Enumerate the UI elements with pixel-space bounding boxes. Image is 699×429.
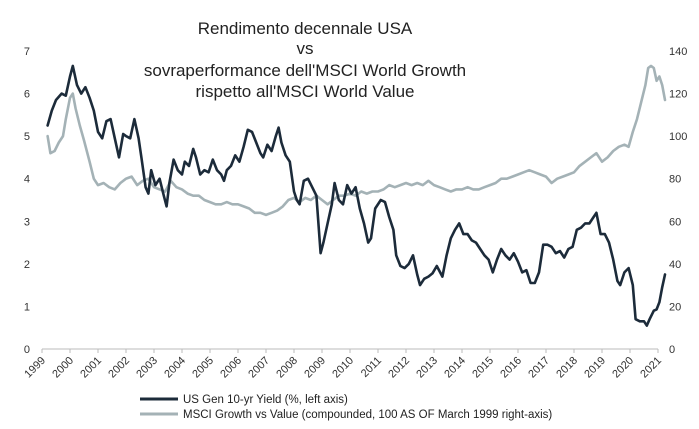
left-y-tick-label: 0 [24,344,30,356]
legend-label-us-yield: US Gen 10-yr Yield (%, left axis) [183,394,348,406]
x-tick-label: 2021 [638,355,664,381]
left-y-tick-label: 4 [24,174,30,186]
x-tick-label: 2012 [386,355,412,381]
right-y-tick-label: 40 [669,259,681,271]
x-tick-label: 2004 [162,355,188,381]
legend-label-growth-vs-value: MSCI Growth vs Value (compounded, 100 AS… [183,409,552,421]
left-y-tick-label: 2 [24,259,30,271]
x-tick-label: 2006 [218,355,244,381]
chart-title-line-2: vs [297,39,314,58]
x-tick-label: 2009 [302,355,328,381]
chart-title: Rendimento decennale USA vs sovraperform… [144,19,466,101]
left-y-tick-label: 3 [24,216,30,228]
chart-title-line-1: Rendimento decennale USA [198,19,413,38]
right-y-tick-label: 60 [669,216,681,228]
x-tick-label: 1999 [22,355,48,381]
x-tick-label: 2008 [274,355,300,381]
legend: US Gen 10-yr Yield (%, left axis) MSCI G… [140,394,552,421]
plot-area [46,64,667,327]
series-line-growth-vs-value [46,64,667,217]
left-y-tick-label: 7 [24,46,30,58]
right-y-tick-label: 120 [669,89,687,101]
x-tick-label: 2005 [190,355,216,381]
right-y-tick-label: 0 [669,344,675,356]
right-y-axis: 0 20 40 60 80 100 120 140 [669,46,687,356]
right-y-tick-label: 140 [669,46,687,58]
left-y-tick-label: 6 [24,89,30,101]
right-y-tick-label: 100 [669,131,687,143]
x-tick-label: 2003 [134,355,160,381]
x-tick-label: 2019 [582,355,608,381]
x-tick-label: 2020 [610,355,636,381]
x-tick-label: 2010 [330,355,356,381]
x-tick-label: 2007 [246,355,272,381]
left-y-tick-label: 1 [24,301,30,313]
x-axis: 1999 2000 2001 2002 2003 2004 2005 2006 2007 2008… [22,349,664,380]
right-y-tick-label: 20 [669,301,681,313]
x-tick-label: 2001 [78,355,104,381]
x-tick-label: 2000 [50,355,76,381]
x-tick-label: 2015 [470,355,496,381]
right-y-tick-label: 80 [669,174,681,186]
x-tick-label: 2013 [414,355,440,381]
x-tick-label: 2018 [554,355,580,381]
x-tick-label: 2014 [442,355,468,381]
left-y-axis: 0 1 2 3 4 5 6 7 [24,46,30,356]
x-tick-label: 2016 [498,355,524,381]
chart-title-line-4: rispetto all'MSCI World Value [196,82,415,101]
x-tick-label: 2002 [106,355,132,381]
series-line-us-yield [46,64,667,327]
x-tick-label: 2011 [359,355,384,380]
chart-title-line-3: sovraperformance dell'MSCI World Growth [144,61,466,80]
x-tick-label: 2017 [526,355,552,381]
left-y-tick-label: 5 [24,131,30,143]
